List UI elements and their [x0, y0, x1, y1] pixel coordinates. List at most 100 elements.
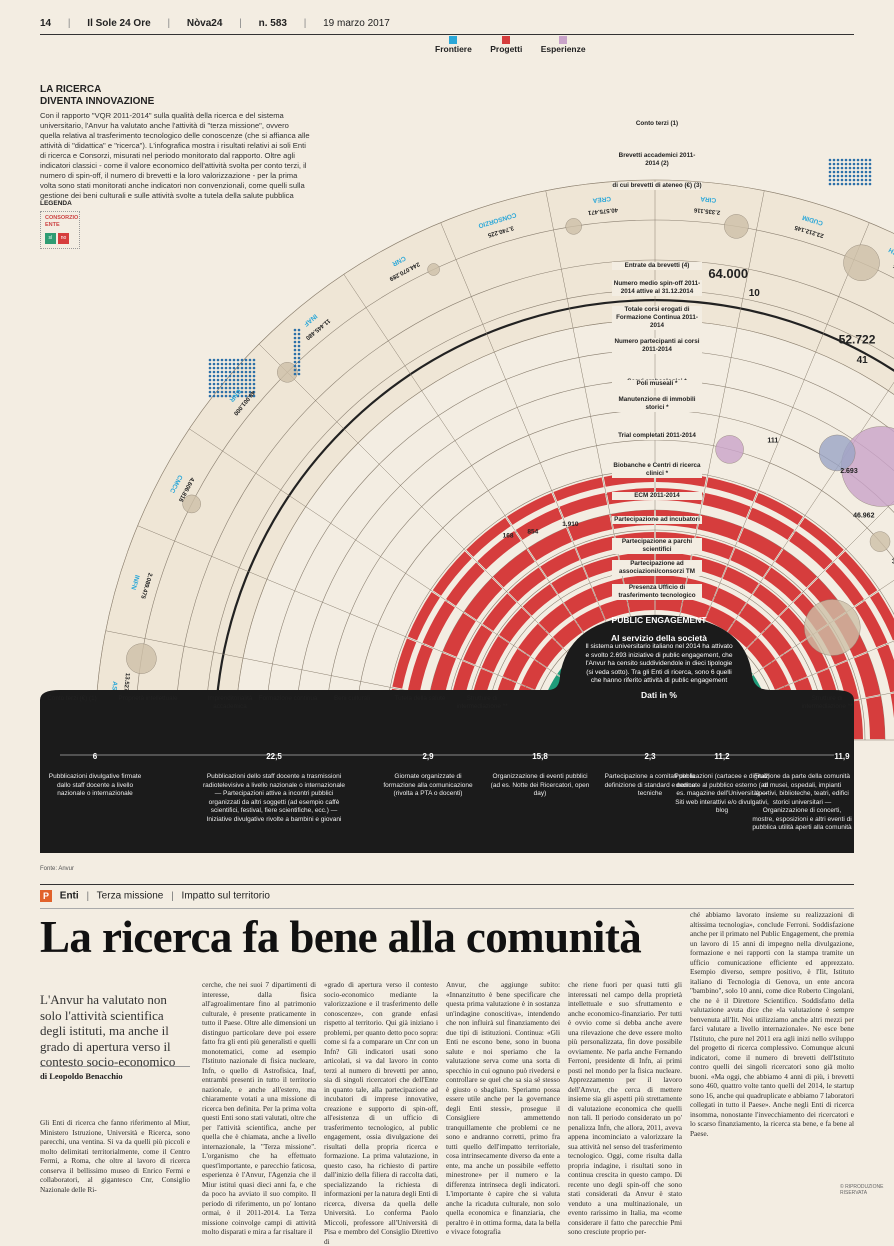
patent-dot-b-6-3 [841, 183, 844, 186]
patent-dot-a-9-0 [209, 395, 212, 398]
timeline-desc-0: Pubblicazioni divulgative firmate dallo … [45, 773, 145, 799]
patent-dot-b-3-4 [845, 171, 848, 174]
column-footer-5: Tutela della salute [390, 695, 450, 703]
patent-dot-a-8-2 [217, 391, 220, 394]
category-legend: Frontiere Progetti Esperienze [435, 36, 602, 54]
patent-dot-a-5-1 [213, 379, 216, 382]
patent-dot-b-5-1 [833, 179, 836, 182]
article-column-6: ché abbiamo lavorato insieme su realizza… [690, 910, 854, 1138]
patent-dot-a-4-0 [209, 375, 212, 378]
patent-dot-b-2-6 [853, 167, 856, 170]
patent-dot-a-4-2 [217, 375, 220, 378]
patent-dot-a-7-9 [245, 387, 248, 390]
patent-dot-a-4-10 [249, 375, 252, 378]
patent-dot-a-9-3 [221, 395, 224, 398]
patent-dot-b-4-7 [857, 175, 860, 178]
patent-dot-b-4-9 [865, 175, 868, 178]
bubble-16 [716, 435, 744, 463]
patent-dot-a-1-2 [217, 363, 220, 366]
legend-frontiere: Frontiere [435, 36, 472, 54]
patent-dot-c-6-1 [298, 353, 301, 356]
patent-dot-a-1-0 [209, 363, 212, 366]
patent-dot-a-0-1 [213, 359, 216, 362]
patent-dot-c-2-1 [298, 337, 301, 340]
patent-dot-b-5-10 [869, 179, 872, 182]
patent-dot-b-4-4 [845, 175, 848, 178]
timeline-value-4: 2,3 [635, 752, 665, 761]
patent-dot-a-1-9 [245, 363, 248, 366]
bubble-5 [844, 245, 880, 281]
article-column-1: Gli Enti di ricerca che fanno riferiment… [40, 1118, 190, 1194]
patent-dot-c-3-1 [298, 341, 301, 344]
patent-dot-a-1-10 [249, 363, 252, 366]
patent-dot-a-3-2 [217, 371, 220, 374]
patent-dot-a-4-1 [213, 375, 216, 378]
patent-dot-b-2-10 [869, 167, 872, 170]
patent-dot-a-9-4 [225, 395, 228, 398]
patent-dot-b-1-2 [837, 163, 840, 166]
patent-dot-b-0-0 [829, 159, 832, 162]
patent-dot-a-0-10 [249, 359, 252, 362]
patent-dot-a-4-11 [253, 375, 256, 378]
patent-dot-a-6-5 [229, 383, 232, 386]
patent-dot-a-7-11 [253, 387, 256, 390]
patent-dot-c-2-0 [294, 337, 297, 340]
patent-dot-b-1-6 [853, 163, 856, 166]
patent-dot-c-7-1 [298, 357, 301, 360]
row-label-5: Totale corsi erogati di Formazione Conti… [612, 306, 702, 330]
patent-dot-a-7-2 [217, 387, 220, 390]
patent-dot-b-0-5 [849, 159, 852, 162]
patent-dot-a-4-7 [237, 375, 240, 378]
timeline-value-6: 11,9 [827, 752, 857, 761]
patent-dot-a-9-8 [241, 395, 244, 398]
timeline-desc-2: Giornate organizzate di formazione alla … [378, 773, 478, 799]
patent-dot-a-6-8 [241, 383, 244, 386]
patent-dot-b-5-6 [853, 179, 856, 182]
row-label-14: Partecipazione a parchi scientifici [612, 538, 702, 554]
patent-dot-b-6-0 [829, 183, 832, 186]
patent-dot-b-3-6 [853, 171, 856, 174]
legend-esperienze: Esperienze [541, 36, 586, 54]
patent-dot-a-6-4 [225, 383, 228, 386]
patent-dot-b-1-4 [845, 163, 848, 166]
row-label-8: Poli museali * [612, 380, 702, 388]
patent-dot-a-9-2 [217, 395, 220, 398]
patent-dot-b-5-2 [837, 179, 840, 182]
patent-dot-b-5-3 [841, 179, 844, 182]
patent-dot-a-2-3 [221, 367, 224, 370]
timeline-value-1: 22,5 [259, 752, 289, 761]
public-engagement-box: PUBLIC ENGAGEMENT Al servizio della soci… [584, 615, 734, 700]
timeline-value-2: 2,9 [413, 752, 443, 761]
column-footer-0: Conto terzi (€) (1) [42, 695, 102, 703]
patent-dot-a-5-10 [249, 379, 252, 382]
patent-dot-a-0-11 [253, 359, 256, 362]
row-label-12: ECM 2011-2014 [612, 492, 702, 500]
patent-dot-a-6-10 [249, 383, 252, 386]
patent-dot-c-4-1 [298, 345, 301, 348]
timeline-desc-6: Fruizione da parte della comunità di mus… [752, 773, 852, 833]
patent-dot-a-7-10 [249, 387, 252, 390]
patent-dot-c-0-0 [294, 329, 297, 332]
patent-dot-c-11-1 [298, 373, 301, 376]
column-footer-4: Beni culturali [322, 695, 382, 703]
printed-value-0: 64.000 [708, 266, 748, 281]
printed-value-2: 10 [749, 288, 761, 299]
patent-dot-b-2-1 [833, 167, 836, 170]
kicker-main: Enti [60, 891, 79, 902]
patent-dot-a-6-7 [237, 383, 240, 386]
row-label-6: Numero partecipanti ai corsi 2011-2014 [612, 338, 702, 354]
patent-dot-a-1-3 [221, 363, 224, 366]
patent-dot-c-6-0 [294, 353, 297, 356]
patent-dot-b-2-4 [845, 167, 848, 170]
patent-dot-b-0-9 [865, 159, 868, 162]
printed-value-3: 52.722 [839, 333, 876, 347]
row-label-9: Manutenzione di immobili storici * [612, 396, 702, 412]
article-kicker: P Enti | Terza missione | Impatto sul te… [40, 884, 854, 909]
public-engagement-text: Il sistema universitario italiano nel 20… [584, 643, 734, 686]
patent-dot-b-1-7 [857, 163, 860, 166]
patent-dot-b-5-0 [829, 179, 832, 182]
patent-dot-a-1-5 [229, 363, 232, 366]
patent-dot-b-0-10 [869, 159, 872, 162]
patent-dot-c-9-1 [298, 365, 301, 368]
patent-dot-a-4-3 [221, 375, 224, 378]
